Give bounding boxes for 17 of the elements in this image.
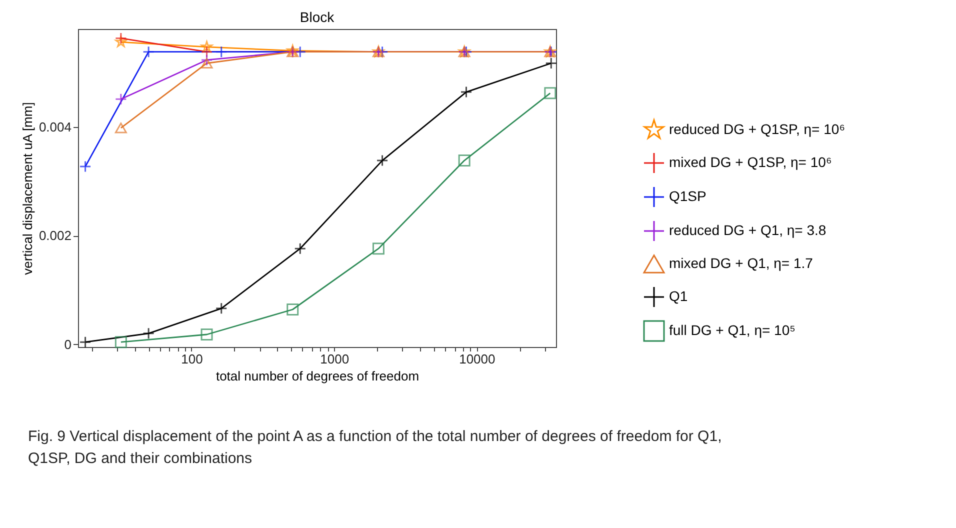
y-axis-title: vertical displacement uA [mm]	[20, 102, 35, 275]
legend-label: reduced DG + Q1, η= 3.8	[669, 222, 826, 238]
y-tick-label: 0.004	[38, 119, 72, 134]
legend-label: mixed DG + Q1SP, η= 10⁶	[669, 154, 832, 170]
y-tick-label: 0	[64, 336, 72, 352]
x-tick-label: 100	[181, 352, 203, 366]
x-tick-label: 1000	[320, 352, 350, 366]
legend-label: reduced DG + Q1SP, η= 10⁶	[669, 121, 845, 137]
legend-label: Q1	[669, 288, 688, 304]
chart-title: Block	[300, 9, 336, 25]
caption: Fig. 9 Vertical displacement of the point A as a function of the total number of degrees of freedom for Q1, Q1SP, DG and their combinations	[28, 428, 722, 467]
legend-label: mixed DG + Q1, η= 1.7	[669, 255, 814, 271]
legend-label: full DG + Q1, η= 10⁵	[669, 322, 796, 338]
x-tick-label: 10000	[459, 352, 496, 366]
x-axis-title: total number of degrees of freedom	[216, 368, 420, 384]
legend-label: Q1SP	[669, 188, 706, 204]
y-tick-label: 0.002	[38, 228, 72, 244]
